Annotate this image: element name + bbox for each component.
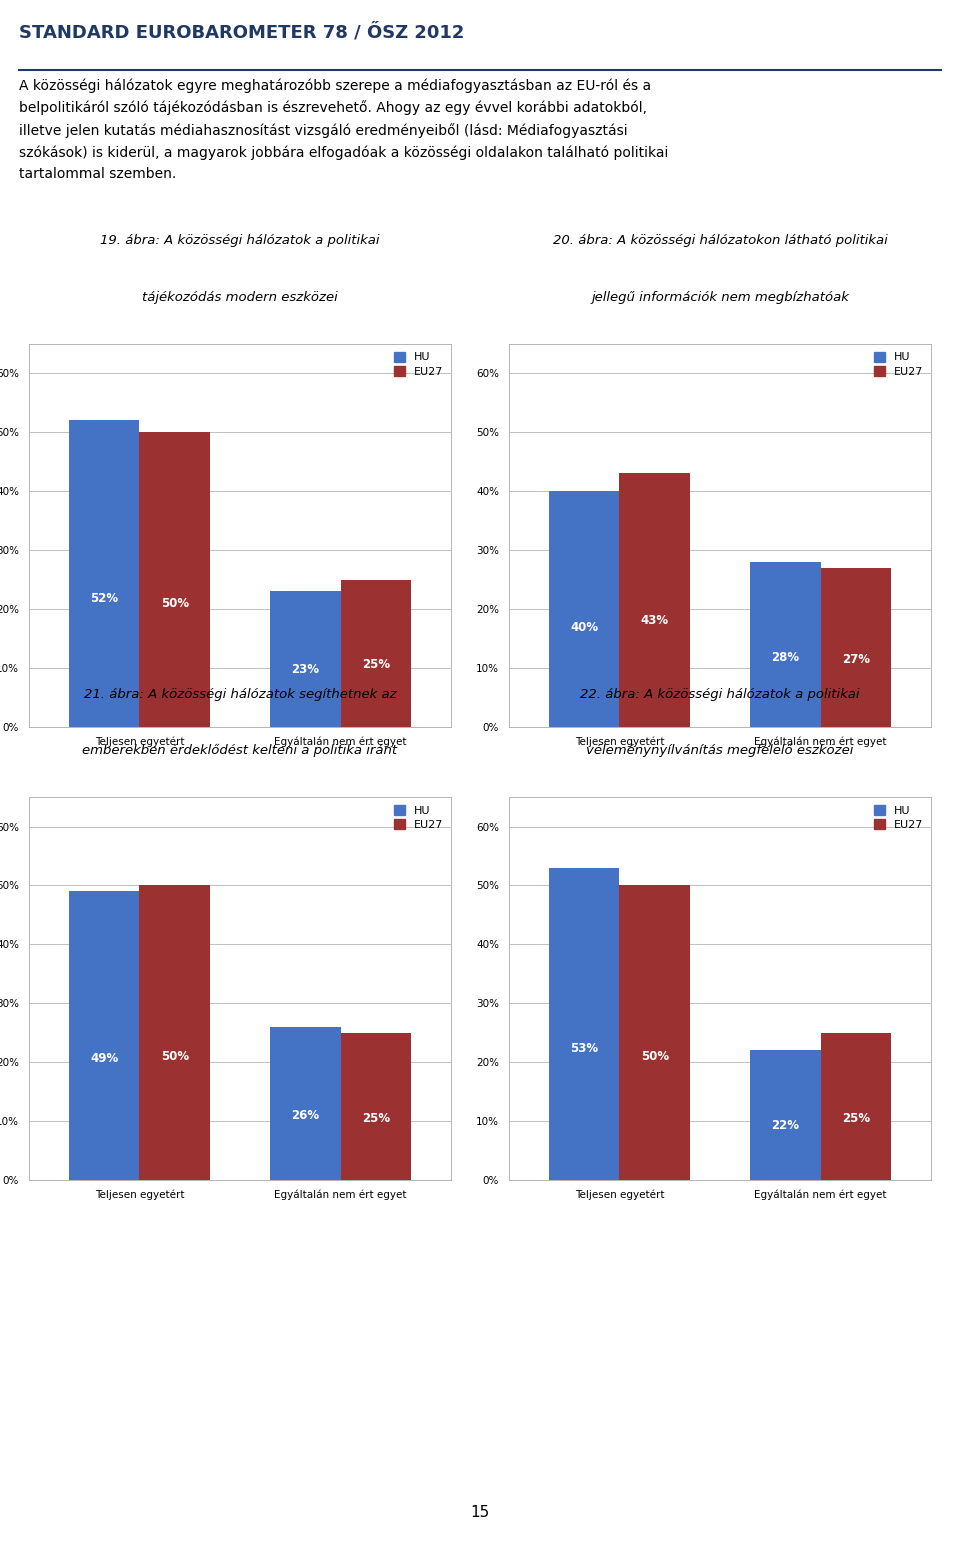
Text: 53%: 53%	[570, 1043, 598, 1055]
Text: 25%: 25%	[362, 1111, 390, 1125]
Text: 27%: 27%	[842, 653, 870, 666]
Text: 20. ábra: A közösségi hálózatokon látható politikai: 20. ábra: A közösségi hálózatokon láthat…	[553, 234, 887, 247]
Text: véleménynyílvánítás megfelelő eszközei: véleménynyílvánítás megfelelő eszközei	[587, 744, 853, 756]
Text: 52%: 52%	[90, 592, 118, 605]
Bar	[69, 891, 139, 1180]
Text: 25%: 25%	[842, 1111, 870, 1125]
Bar	[341, 580, 411, 727]
Text: 50%: 50%	[640, 1050, 669, 1063]
Bar	[750, 1050, 821, 1180]
Text: 50%: 50%	[160, 1050, 189, 1063]
Bar	[139, 433, 210, 727]
Bar	[139, 886, 210, 1180]
Legend: HU, EU27: HU, EU27	[872, 350, 925, 378]
Text: 23%: 23%	[292, 663, 320, 677]
Text: 15: 15	[470, 1505, 490, 1519]
Bar	[619, 474, 690, 727]
Text: 19. ábra: A közösségi hálózatok a politikai: 19. ábra: A közösségi hálózatok a politi…	[100, 234, 380, 247]
Text: 25%: 25%	[362, 658, 390, 672]
Text: 22%: 22%	[772, 1119, 800, 1132]
Text: 21. ábra: A közösségi hálózatok segíthetnek az: 21. ábra: A közösségi hálózatok segíthet…	[84, 688, 396, 700]
Text: 28%: 28%	[771, 652, 800, 664]
Text: 49%: 49%	[90, 1052, 118, 1066]
Bar	[341, 1033, 411, 1180]
Legend: HU, EU27: HU, EU27	[392, 803, 445, 832]
Bar	[549, 491, 619, 727]
Legend: HU, EU27: HU, EU27	[872, 803, 925, 832]
Bar	[69, 420, 139, 727]
Text: 43%: 43%	[640, 614, 669, 627]
Bar	[821, 1033, 891, 1180]
Text: A közösségi hálózatok egyre meghatározóbb szerepe a médiafogyasztásban az EU-ról: A közösségi hálózatok egyre meghatározób…	[19, 78, 668, 181]
Text: tájékozódás modern eszközei: tájékozódás modern eszközei	[142, 291, 338, 303]
Text: STANDARD EUROBAROMETER 78 / ŐSZ 2012: STANDARD EUROBAROMETER 78 / ŐSZ 2012	[19, 23, 465, 41]
Text: emberekben érdeklődést kelteni a politika iránt: emberekben érdeklődést kelteni a politik…	[83, 744, 397, 756]
Text: 50%: 50%	[160, 597, 189, 610]
Bar	[270, 591, 341, 727]
Text: 26%: 26%	[291, 1110, 320, 1122]
Bar	[750, 561, 821, 727]
Text: 40%: 40%	[570, 622, 598, 635]
Bar	[549, 867, 619, 1180]
Legend: HU, EU27: HU, EU27	[392, 350, 445, 378]
Bar	[821, 567, 891, 727]
Text: jellegű információk nem megbízhatóak: jellegű információk nem megbízhatóak	[591, 291, 849, 303]
Text: 22. ábra: A közösségi hálózatok a politikai: 22. ábra: A közösségi hálózatok a politi…	[580, 688, 860, 700]
Bar	[619, 886, 690, 1180]
Bar	[270, 1027, 341, 1180]
